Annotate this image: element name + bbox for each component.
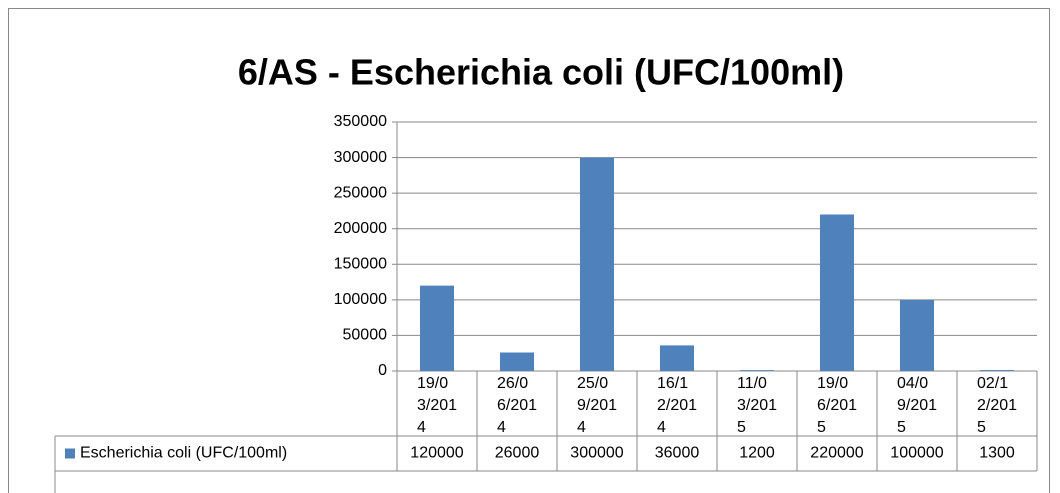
y-tick-label: 50000 — [343, 327, 388, 344]
x-tick-label: 19/03/2014 — [417, 375, 458, 436]
x-tick-label: 19/06/2015 — [817, 375, 858, 436]
x-tick-label: 04/09/2015 — [897, 375, 938, 436]
table-value: 1200 — [739, 445, 775, 462]
x-tick-label: 25/09/2014 — [577, 375, 618, 436]
legend-key — [65, 448, 75, 459]
bar — [660, 345, 694, 371]
y-tick-label: 100000 — [334, 291, 387, 308]
y-tick-label: 250000 — [334, 184, 387, 201]
x-tick-label: 02/12/2015 — [977, 375, 1018, 436]
x-tick-label: 16/12/2014 — [657, 375, 698, 436]
chart-border — [8, 8, 1050, 493]
y-tick-label: 200000 — [334, 220, 387, 237]
y-tick-label: 300000 — [334, 149, 387, 166]
table-value: 220000 — [810, 445, 863, 462]
table-value: 26000 — [495, 445, 540, 462]
bar — [820, 214, 854, 371]
y-tick-label: 350000 — [334, 113, 387, 130]
bar — [900, 299, 934, 371]
chart-title: 6/AS - Escherichia coli (UFC/100ml) — [238, 52, 844, 93]
y-tick-label: 150000 — [334, 256, 387, 273]
table-value: 120000 — [410, 445, 463, 462]
table-value: 1300 — [979, 445, 1015, 462]
legend-label: Escherichia coli (UFC/100ml) — [80, 445, 287, 462]
bar — [580, 157, 614, 371]
bar — [420, 285, 454, 371]
bar — [740, 370, 774, 371]
bar — [500, 352, 534, 371]
bar — [980, 370, 1014, 371]
x-tick-label: 11/03/2015 — [737, 375, 778, 436]
y-tick-label: 0 — [378, 362, 387, 379]
table-value: 36000 — [655, 445, 700, 462]
table-value: 300000 — [570, 445, 623, 462]
table-value: 100000 — [890, 445, 943, 462]
x-tick-label: 26/06/2014 — [497, 375, 538, 436]
